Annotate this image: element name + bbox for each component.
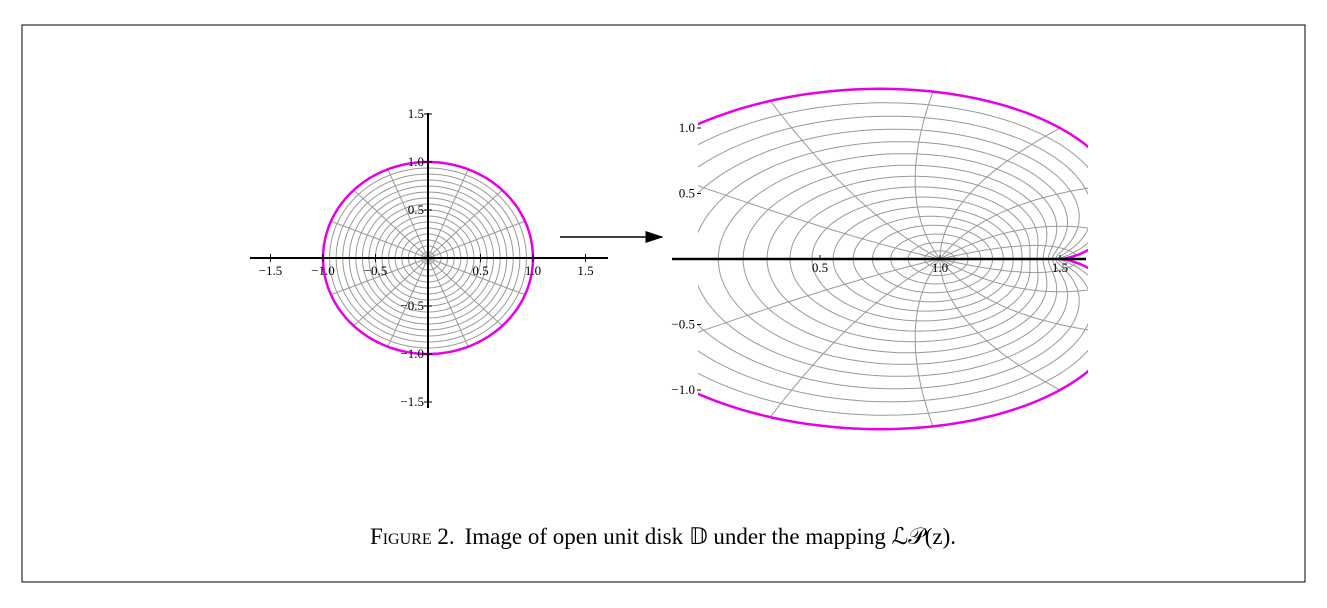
y-tick-label: −1.0 [671, 382, 695, 397]
x-tick-label: 1.5 [1052, 260, 1068, 275]
y-tick-label: 1.0 [679, 120, 695, 135]
y-tick-label: −0.5 [671, 317, 695, 332]
y-tick-label: −1.5 [400, 394, 424, 409]
grid-ray [427, 257, 469, 347]
image-ray [939, 258, 1078, 274]
image-ray [698, 258, 941, 333]
image-ray [939, 259, 1061, 391]
grid-ray [427, 169, 469, 259]
image-ray [939, 244, 1078, 260]
image-circle [698, 128, 1080, 390]
grid-ray [330, 220, 429, 259]
caption: Figure 2. Image of open unit disk 𝔻 under… [370, 524, 956, 549]
x-tick-label: 1.0 [932, 260, 948, 275]
y-tick-label: −0.5 [400, 298, 424, 313]
y-tick-label: 0.5 [408, 202, 424, 217]
image-ray [698, 185, 941, 260]
y-tick-label: −1.0 [400, 346, 424, 361]
y-tick-label: 0.5 [679, 186, 695, 201]
right-plot: 0.5 1.0 1.5 1.0 0.5 −0.5 −1.0 [671, 120, 1086, 397]
grid-ray [427, 257, 503, 327]
caption-label: Figure 2. [370, 524, 455, 549]
image-ray [939, 187, 1088, 260]
image-ray [769, 258, 941, 418]
x-tick-label: −0.5 [364, 263, 388, 278]
grid-ray [353, 189, 429, 259]
grid-ray [387, 169, 429, 259]
image-ray [769, 100, 941, 260]
x-tick-label: 0.5 [472, 263, 488, 278]
x-tick-label: −1.5 [259, 263, 283, 278]
x-tick-label: 1.5 [577, 263, 593, 278]
left-plot: −1.5 −1.0 −0.5 0.5 1.0 1.5 1.5 1.0 0.5 −0.5 −1.0 −1… [250, 106, 608, 409]
x-tick-label: −1.0 [311, 263, 335, 278]
image-ray [939, 225, 1088, 260]
figure-frame [21, 24, 1306, 583]
grid-ray [330, 257, 429, 296]
image-ray [914, 258, 941, 427]
grid-ray [427, 257, 526, 296]
image-ray [939, 127, 1061, 259]
grid-ray [427, 220, 526, 259]
grid-ray [353, 257, 429, 327]
y-tick-label: 1.5 [408, 106, 424, 121]
image-circle [698, 141, 1068, 377]
grid-ray [387, 257, 429, 347]
image-ray [914, 91, 941, 260]
x-tick-label: 0.5 [812, 260, 828, 275]
x-tick-label: 1.0 [525, 263, 541, 278]
image-ray [939, 258, 1088, 331]
caption-text: Image of open unit disk 𝔻 under the mapp… [465, 524, 956, 549]
grid-ray [427, 189, 503, 259]
image-ray [939, 258, 1088, 293]
y-tick-label: 1.0 [408, 154, 424, 169]
